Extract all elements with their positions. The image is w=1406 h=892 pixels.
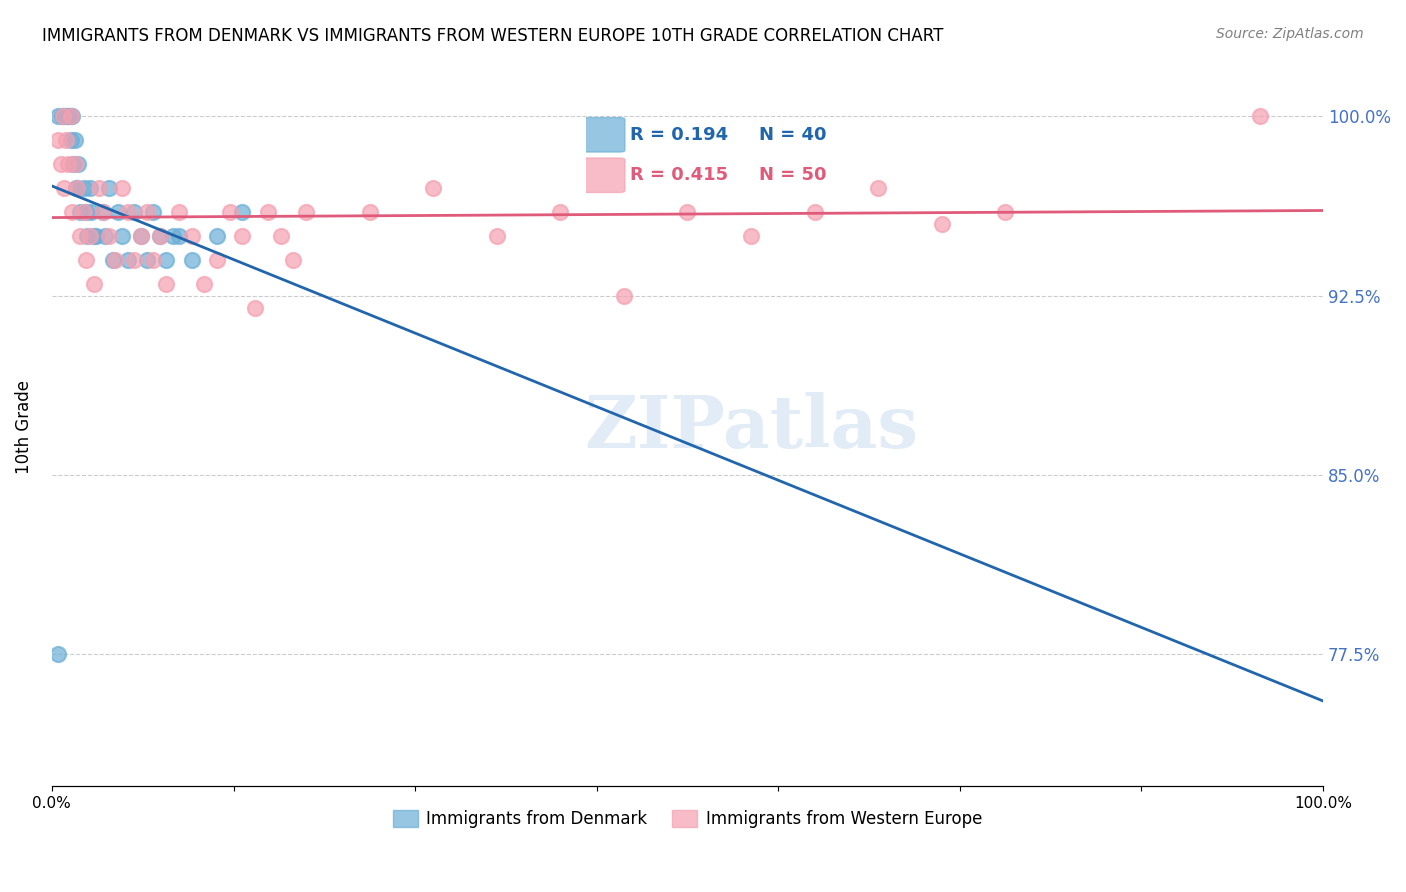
Point [58,109,80,123]
Point [63,157,86,171]
Point [46,133,69,147]
Point [60,205,83,219]
Point [295,205,318,219]
Point [75,252,97,267]
Text: ZIPatlas: ZIPatlas [583,392,918,463]
Point [69,205,91,219]
Text: IMMIGRANTS FROM DENMARK VS IMMIGRANTS FROM WESTERN EUROPE 10TH GRADE CORRELATION: IMMIGRANTS FROM DENMARK VS IMMIGRANTS FR… [42,27,943,45]
Point [104,252,127,267]
Point [129,228,152,243]
Point [56,109,79,123]
Point [59,109,82,123]
Point [149,228,172,243]
Point [136,252,159,267]
Point [80,205,103,219]
Point [180,252,202,267]
Point [193,277,215,291]
Point [359,205,381,219]
Y-axis label: 10th Grade: 10th Grade [15,380,32,475]
Point [69,228,91,243]
Point [155,252,177,267]
Point [162,228,184,243]
Point [124,252,146,267]
Point [994,205,1017,219]
Point [91,205,114,219]
Point [205,252,228,267]
Point [283,252,305,267]
Point [52,109,75,123]
Point [46,648,69,662]
Point [107,205,129,219]
Point [101,252,124,267]
Point [97,228,120,243]
Point [53,109,76,123]
Point [142,252,165,267]
Point [76,228,98,243]
Point [94,228,117,243]
Point [136,205,159,219]
Point [485,228,508,243]
Point [142,205,165,219]
Point [53,181,76,195]
Point [62,157,84,171]
Point [117,252,139,267]
Point [63,133,86,147]
Point [167,205,190,219]
Point [65,181,87,195]
Point [60,109,83,123]
Point [803,205,825,219]
Point [613,288,636,302]
Point [180,228,202,243]
Text: Source: ZipAtlas.com: Source: ZipAtlas.com [1216,27,1364,41]
Point [55,133,77,147]
Point [46,109,69,123]
Point [218,205,240,219]
Point [243,301,266,315]
Point [205,228,228,243]
Point [67,157,90,171]
Point [155,277,177,291]
Point [58,157,80,171]
Point [931,217,953,231]
Legend: Immigrants from Denmark, Immigrants from Western Europe: Immigrants from Denmark, Immigrants from… [387,804,988,835]
Point [66,181,89,195]
Point [83,277,105,291]
Point [740,228,762,243]
Point [51,109,73,123]
Point [550,205,572,219]
Point [75,205,97,219]
Point [422,181,444,195]
Point [72,205,94,219]
Point [129,228,152,243]
Point [167,228,190,243]
Point [66,181,89,195]
Point [231,228,253,243]
Point [59,109,82,123]
Point [149,228,172,243]
Point [91,205,114,219]
Point [49,157,72,171]
Point [270,228,292,243]
Point [83,228,105,243]
Point [97,181,120,195]
Point [117,205,139,219]
Point [79,181,101,195]
Point [84,228,107,243]
Point [79,228,101,243]
Point [257,205,280,219]
Point [87,181,110,195]
Point [231,205,253,219]
Point [676,205,699,219]
Point [868,181,890,195]
Point [1249,109,1271,123]
Point [72,181,94,195]
Point [111,181,134,195]
Point [124,205,146,219]
Point [59,133,82,147]
Point [111,228,134,243]
